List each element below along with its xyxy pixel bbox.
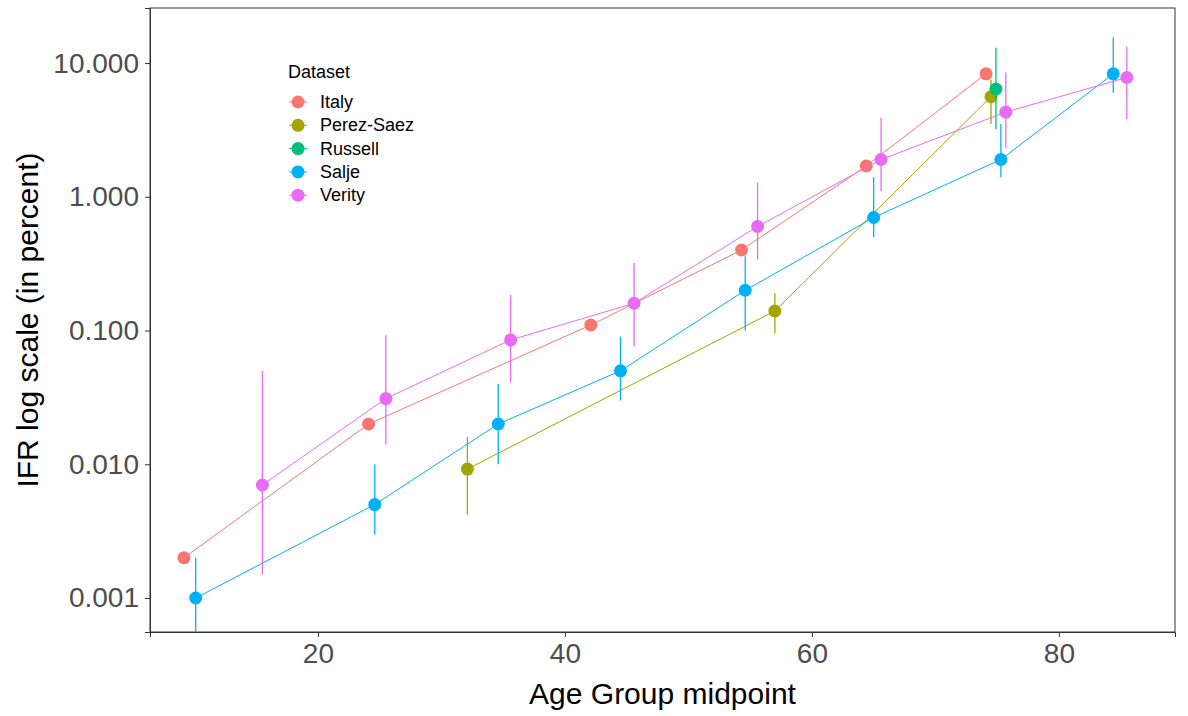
series — [989, 48, 1002, 129]
data-point — [379, 392, 392, 405]
data-point — [584, 318, 597, 331]
x-tick-label: 40 — [550, 638, 581, 669]
x-tick-label: 20 — [303, 638, 334, 669]
data-point — [461, 463, 474, 476]
y-tick-label: 10.000 — [53, 48, 139, 79]
x-tick-mark — [812, 632, 813, 637]
y-tick-label: 0.001 — [69, 582, 139, 613]
series — [256, 46, 1133, 574]
data-point — [177, 551, 190, 564]
legend: Dataset Italy Perez-Saez Russell Salje Verity — [288, 62, 414, 205]
y-tick: 1.000 — [69, 181, 150, 212]
x-tick-label: 80 — [1044, 638, 1075, 669]
legend-symbol — [292, 142, 305, 155]
error-bar — [873, 177, 874, 237]
x-tick-mark — [1059, 632, 1060, 637]
data-point — [1120, 71, 1133, 84]
error-bar — [1000, 124, 1001, 177]
series-line — [467, 97, 991, 469]
x-tick: 60 — [797, 632, 828, 669]
data-point — [989, 82, 1002, 95]
x-tick: 40 — [550, 632, 581, 669]
y-axis: 0.001 0.010 0.100 1.000 10.000 — [53, 9, 150, 633]
x-tick: 20 — [303, 632, 334, 669]
data-point — [504, 333, 517, 346]
x-tick-label: 60 — [797, 638, 828, 669]
data-point — [362, 418, 375, 431]
y-axis-title: IFR log scale (in percent) — [11, 152, 44, 487]
error-bar — [1113, 38, 1114, 93]
y-tick: 0.001 — [69, 582, 150, 613]
series — [461, 80, 998, 515]
series-line — [196, 74, 1114, 598]
x-tick-mark — [565, 632, 566, 637]
error-bar — [385, 335, 386, 444]
legend-label: Italy — [320, 92, 353, 112]
y-tick: 0.010 — [69, 449, 150, 480]
data-point — [875, 153, 888, 166]
x-axis: 20 40 60 80 — [151, 632, 1176, 669]
data-point — [999, 106, 1012, 119]
data-point — [492, 418, 505, 431]
legend-title: Dataset — [288, 62, 350, 82]
data-point — [735, 244, 748, 257]
y-tick-label: 0.010 — [69, 449, 139, 480]
plot-area: 20 40 60 80 0.001 0.010 0.100 1.000 10.000 Datase… — [53, 8, 1175, 669]
data-point — [768, 304, 781, 317]
y-tick-mark — [145, 197, 150, 198]
x-axis-title: Age Group midpoint — [529, 677, 796, 710]
legend-label: Russell — [320, 139, 379, 159]
y-tick-label: 1.000 — [69, 181, 139, 212]
data-point — [739, 284, 752, 297]
legend-item: Salje — [289, 162, 360, 182]
data-point — [189, 592, 202, 605]
legend-label: Salje — [320, 162, 360, 182]
series — [177, 67, 992, 564]
y-tick: 10.000 — [53, 48, 150, 79]
data-point — [256, 478, 269, 491]
x-tick: 80 — [1044, 632, 1075, 669]
series-line — [262, 77, 1126, 485]
series — [189, 38, 1120, 632]
chart: 20 40 60 80 0.001 0.010 0.100 1.000 10.000 Datase… — [0, 0, 1188, 716]
legend-item: Verity — [289, 185, 365, 205]
data-point — [867, 211, 880, 224]
x-tick-mark — [318, 632, 319, 637]
legend-label: Verity — [320, 185, 365, 205]
y-tick: 0.100 — [69, 315, 150, 346]
plot-frame — [150, 8, 1175, 632]
legend-symbol — [292, 119, 305, 132]
legend-symbol — [292, 96, 305, 109]
y-tick-label: 0.100 — [69, 315, 139, 346]
data-marks — [177, 38, 1133, 632]
error-bar — [467, 437, 468, 515]
error-bar — [262, 371, 263, 575]
data-point — [980, 67, 993, 80]
legend-symbol — [292, 165, 305, 178]
data-point — [628, 297, 641, 310]
legend-label: Perez-Saez — [320, 115, 414, 135]
y-tick-mark — [145, 464, 150, 465]
data-point — [994, 153, 1007, 166]
legend-symbol — [292, 189, 305, 202]
series-line — [184, 74, 986, 558]
data-point — [751, 220, 764, 233]
legend-item: Russell — [289, 139, 379, 159]
legend-item: Perez-Saez — [289, 115, 414, 135]
x-axis-line — [151, 633, 1176, 638]
y-tick-mark — [145, 598, 150, 599]
data-point — [1107, 67, 1120, 80]
y-tick-mark — [145, 331, 150, 332]
legend-item: Italy — [289, 92, 353, 112]
data-point — [614, 364, 627, 377]
y-axis-line — [145, 9, 151, 633]
data-point — [368, 498, 381, 511]
y-tick-mark — [145, 63, 150, 64]
